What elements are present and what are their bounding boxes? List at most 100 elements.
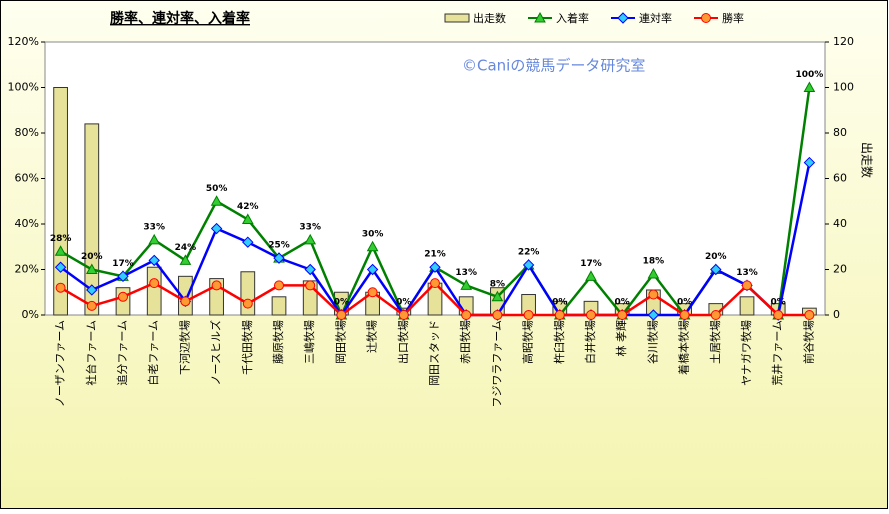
x-tick-label: フジワラファーム (490, 320, 503, 408)
marker (586, 310, 596, 320)
y-tick-label: 20% (15, 263, 39, 276)
y-tick-label: 100% (8, 81, 39, 94)
marker (710, 263, 722, 276)
marker (211, 280, 222, 291)
marker (117, 270, 129, 283)
data-label: 33% (143, 222, 165, 232)
marker (701, 13, 711, 23)
x-tick-label: 三嶋牧場 (302, 320, 316, 364)
x-tick-label: 前谷牧場 (801, 320, 815, 364)
x-tick-label: 下河辺牧場 (177, 320, 191, 375)
marker (366, 263, 379, 276)
y-tick-label: 120% (8, 35, 39, 48)
marker (148, 254, 160, 267)
data-label: 13% (455, 268, 477, 278)
marker (773, 310, 784, 320)
x-tick-label: 林 孝輝 (614, 320, 628, 357)
marker (54, 261, 67, 273)
marker (242, 236, 254, 248)
marker (647, 268, 660, 279)
y2-axis-title: 出走数 (860, 142, 875, 178)
marker (617, 310, 628, 320)
x-tick-label: 出口牧場 (396, 320, 410, 364)
x-tick-label: 土居牧場 (708, 320, 722, 364)
plot-area (44, 41, 826, 316)
marker (367, 287, 378, 298)
marker (118, 291, 128, 302)
marker (803, 156, 816, 169)
marker (460, 279, 473, 290)
y2-tick-label: 120 (833, 35, 854, 48)
legend-label: 入着率 (556, 11, 589, 25)
marker (55, 282, 66, 293)
x-tick-label: 高昭牧場 (521, 320, 535, 364)
marker (647, 309, 660, 321)
bar (53, 87, 68, 316)
marker (679, 310, 690, 320)
marker (648, 289, 659, 300)
legend-label: 連対率 (639, 11, 672, 25)
x-tick-label: ノースヒルズ (209, 320, 223, 385)
data-label: 20% (81, 252, 103, 262)
data-label: 0% (677, 298, 692, 308)
marker (534, 11, 546, 23)
data-label: 18% (643, 257, 665, 267)
data-label: 0% (396, 298, 411, 308)
data-label: 25% (268, 241, 290, 251)
marker (430, 278, 440, 289)
y2-tick-label: 40 (833, 217, 847, 230)
marker (54, 245, 67, 256)
data-label: 0% (552, 298, 567, 308)
data-label: 100% (795, 70, 823, 80)
marker (210, 195, 223, 206)
y-tick-label: 60% (15, 172, 39, 185)
marker (180, 296, 191, 307)
marker (710, 310, 721, 320)
marker (429, 261, 441, 273)
marker (273, 252, 285, 264)
data-label: 24% (175, 243, 197, 253)
marker (398, 310, 409, 320)
marker (86, 284, 98, 296)
y-tick-label: 40% (15, 217, 39, 230)
y-tick-label: 80% (15, 126, 39, 139)
marker (179, 254, 192, 265)
data-label: 33% (299, 222, 321, 232)
data-label: 50% (206, 184, 228, 194)
y-tick-label: 0% (22, 308, 39, 321)
chart-title: 勝率、連対率、入着率 (110, 10, 250, 27)
x-tick-label: ノーザンファーム (54, 320, 67, 407)
bar (146, 266, 162, 316)
x-tick-label: 杵臼牧場 (552, 320, 566, 364)
data-label: 20% (705, 252, 727, 262)
data-label: 0% (771, 298, 786, 308)
data-label: 0% (334, 298, 349, 308)
x-tick-label: 着橋本牧場 (677, 320, 691, 375)
marker (585, 270, 597, 281)
x-tick-label: 辻牧場 (365, 320, 379, 353)
marker (804, 310, 815, 320)
data-label: 8% (490, 279, 505, 289)
x-tick-label: 荒井ファーム (770, 320, 784, 386)
marker (617, 12, 629, 24)
legend-label: 勝率 (722, 11, 744, 25)
data-label: 17% (580, 259, 602, 269)
marker (522, 259, 535, 271)
data-label: 0% (615, 298, 630, 308)
marker (274, 280, 284, 291)
data-label: 28% (50, 234, 72, 244)
x-tick-label: 白老ファーム (146, 320, 160, 386)
x-tick-label: ヤナガワ牧場 (739, 320, 753, 386)
x-tick-label: 藤原牧場 (271, 320, 285, 364)
marker (149, 278, 160, 289)
y2-tick-label: 80 (833, 126, 847, 139)
marker (242, 298, 253, 309)
data-label: 21% (424, 250, 446, 260)
marker (554, 310, 565, 320)
x-tick-label: 谷川牧場 (645, 320, 659, 364)
marker (241, 213, 254, 224)
marker (336, 310, 347, 320)
x-tick-label: 白井牧場 (583, 320, 597, 364)
y2-tick-label: 100 (833, 81, 854, 94)
marker (742, 280, 752, 291)
